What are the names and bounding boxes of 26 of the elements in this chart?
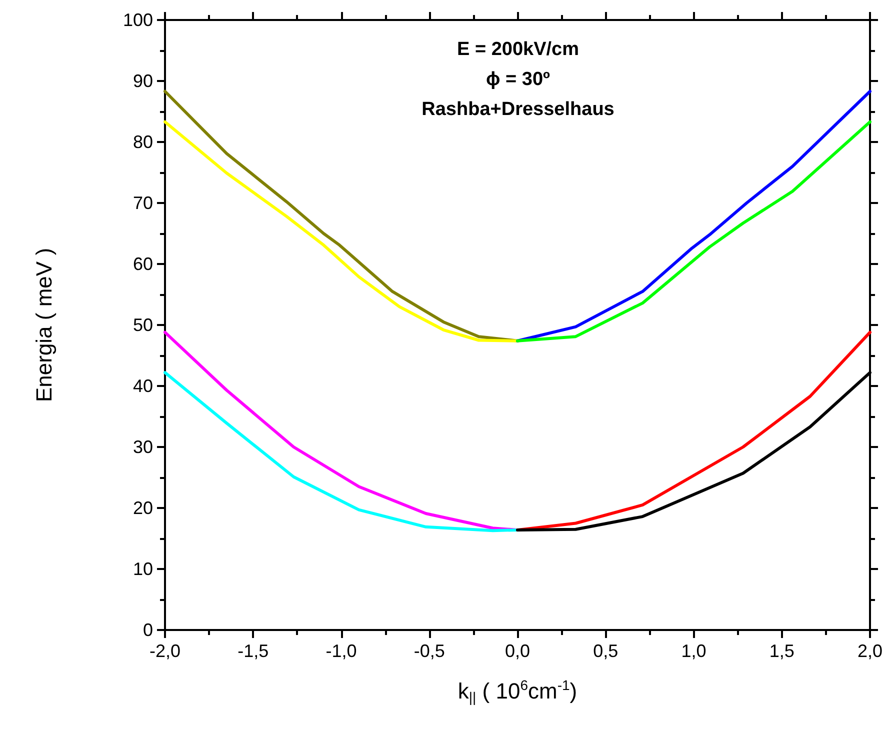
- y-tick-label: 20: [132, 498, 153, 518]
- y-tick-label: 70: [132, 193, 153, 213]
- y-tick-label: 60: [132, 254, 153, 274]
- y-tick-label: 90: [132, 71, 153, 91]
- line-series: [164, 371, 519, 532]
- x-tick-label: -1,0: [326, 641, 357, 661]
- x-tick-label: -1,5: [238, 641, 269, 661]
- x-tick-label: -2,0: [149, 641, 181, 661]
- y-tick-label: 80: [132, 132, 153, 152]
- x-tick-label: 1,5: [769, 641, 794, 661]
- y-tick-label: 40: [132, 376, 153, 396]
- y-tick-label: 30: [132, 437, 153, 457]
- x-tick-label: -0,5: [414, 641, 445, 661]
- x-tick-label: 1,0: [681, 641, 706, 661]
- line-series: [516, 330, 872, 532]
- y-tick-label: 10: [132, 559, 153, 579]
- x-tick-label: 2,0: [857, 641, 883, 661]
- x-tick-label: 0,0: [504, 641, 530, 661]
- y-tick-label: 0: [142, 620, 153, 640]
- y-tick-label: 100: [122, 10, 153, 30]
- annotation: ϕ = 30º: [486, 69, 550, 90]
- y-axis-title: Energia ( meV ): [32, 248, 56, 402]
- annotation: E = 200kV/cm: [456, 39, 580, 60]
- annotation: Rashba+Dresselhaus: [422, 99, 614, 120]
- x-tick-label: 0,5: [593, 641, 618, 661]
- y-tick-label: 50: [132, 315, 153, 335]
